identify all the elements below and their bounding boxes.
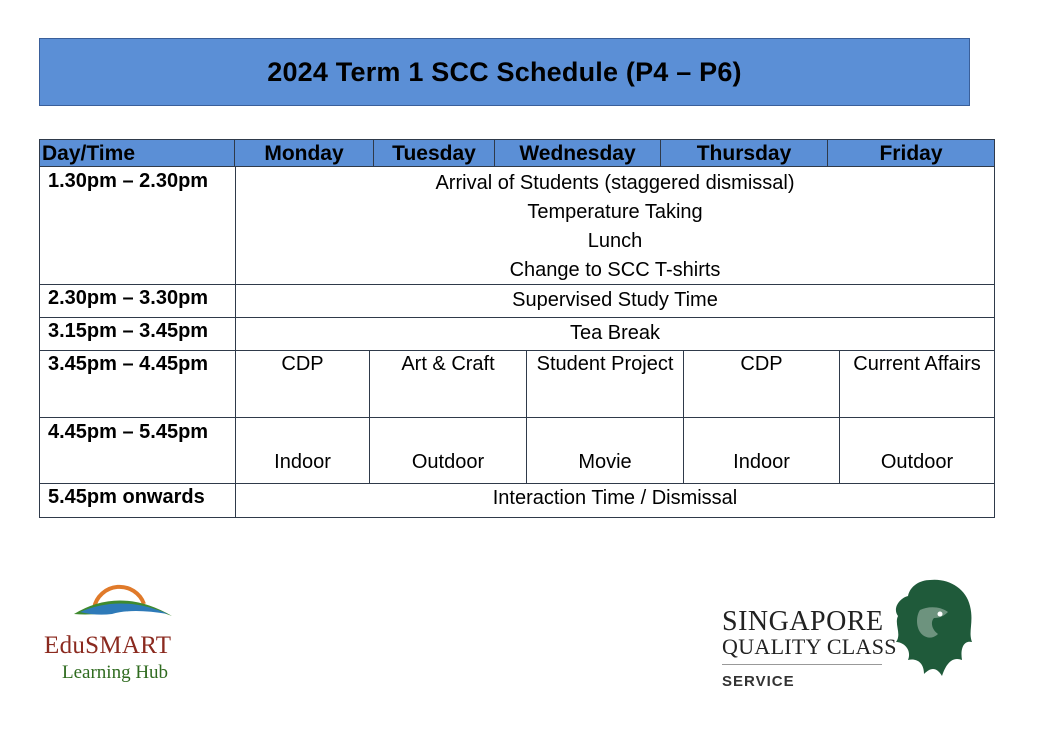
time-slot: 5.45pm onwards [48, 486, 205, 508]
schedule-table: 1.30pm – 2.30pm Arrival of Students (sta… [39, 166, 995, 518]
merged-activity-cell: Arrival of Students (staggered dismissal… [236, 169, 994, 285]
title-banner: 2024 Term 1 SCC Schedule (P4 – P6) [39, 38, 970, 106]
header-wednesday: Wednesday [495, 140, 661, 166]
activity-cell-tuesday: Outdoor [411, 451, 485, 473]
row-divider [40, 317, 994, 318]
header-tuesday: Tuesday [374, 140, 495, 166]
activity-line: Change to SCC T-shirts [509, 259, 721, 281]
activity-cell-monday: CDP [281, 353, 324, 375]
page-title: 2024 Term 1 SCC Schedule (P4 – P6) [267, 56, 742, 87]
merged-activity-cell: Tea Break [569, 322, 661, 344]
edusmart-subtitle: Learning Hub [62, 662, 169, 683]
activity-cell-wednesday: Movie [578, 451, 632, 473]
table-header-row: Day/Time Monday Tuesday Wednesday Thursd… [39, 139, 995, 167]
time-slot: 3.15pm – 3.45pm [48, 320, 209, 342]
activity-line: Arrival of Students (staggered dismissal… [435, 172, 795, 194]
time-slot: 3.45pm – 4.45pm [48, 353, 209, 375]
activity-cell-friday: Outdoor [880, 451, 954, 473]
merged-activity-cell: Supervised Study Time [512, 289, 718, 311]
row-divider [40, 284, 994, 285]
edusmart-name: EduSMART [44, 632, 172, 659]
sqc-line2: QUALITY CLASS [722, 634, 897, 659]
sqc-service: SERVICE [722, 673, 795, 690]
row-divider [40, 350, 994, 351]
activity-cell-thursday: Indoor [733, 451, 790, 473]
activity-cell-thursday: CDP [740, 353, 783, 375]
activity-line: Temperature Taking [527, 201, 703, 223]
sqc-divider [722, 664, 882, 665]
time-slot: 4.45pm – 5.45pm [48, 421, 209, 443]
time-slot: 1.30pm – 2.30pm [48, 170, 209, 192]
row-divider [40, 417, 235, 418]
activity-cell-friday: Current Affairs [853, 353, 981, 375]
hill-sun-icon [74, 584, 172, 616]
row-divider [40, 483, 994, 484]
column-divider [235, 166, 236, 518]
activity-cell-tuesday: Art & Craft [401, 353, 495, 375]
merged-activity-cell: Interaction Time / Dismissal [492, 487, 738, 509]
edusmart-logo: EduSMART Learning Hub [40, 574, 200, 690]
header-friday: Friday [879, 142, 943, 165]
time-slot: 2.30pm – 3.30pm [48, 287, 209, 309]
activity-cell-monday: Indoor [274, 451, 331, 473]
row-divider [235, 417, 994, 418]
activity-cell-wednesday: Student Project [536, 353, 674, 375]
lion-head-icon [895, 579, 972, 676]
sqc-logo: SINGAPORE QUALITY CLASS SERVICE [718, 576, 980, 700]
header-thursday: Thursday [661, 140, 828, 166]
sqc-line1: SINGAPORE [722, 606, 884, 637]
activity-line: Lunch [587, 230, 643, 252]
header-day-time: Day/Time [40, 140, 235, 166]
header-monday: Monday [235, 140, 374, 166]
